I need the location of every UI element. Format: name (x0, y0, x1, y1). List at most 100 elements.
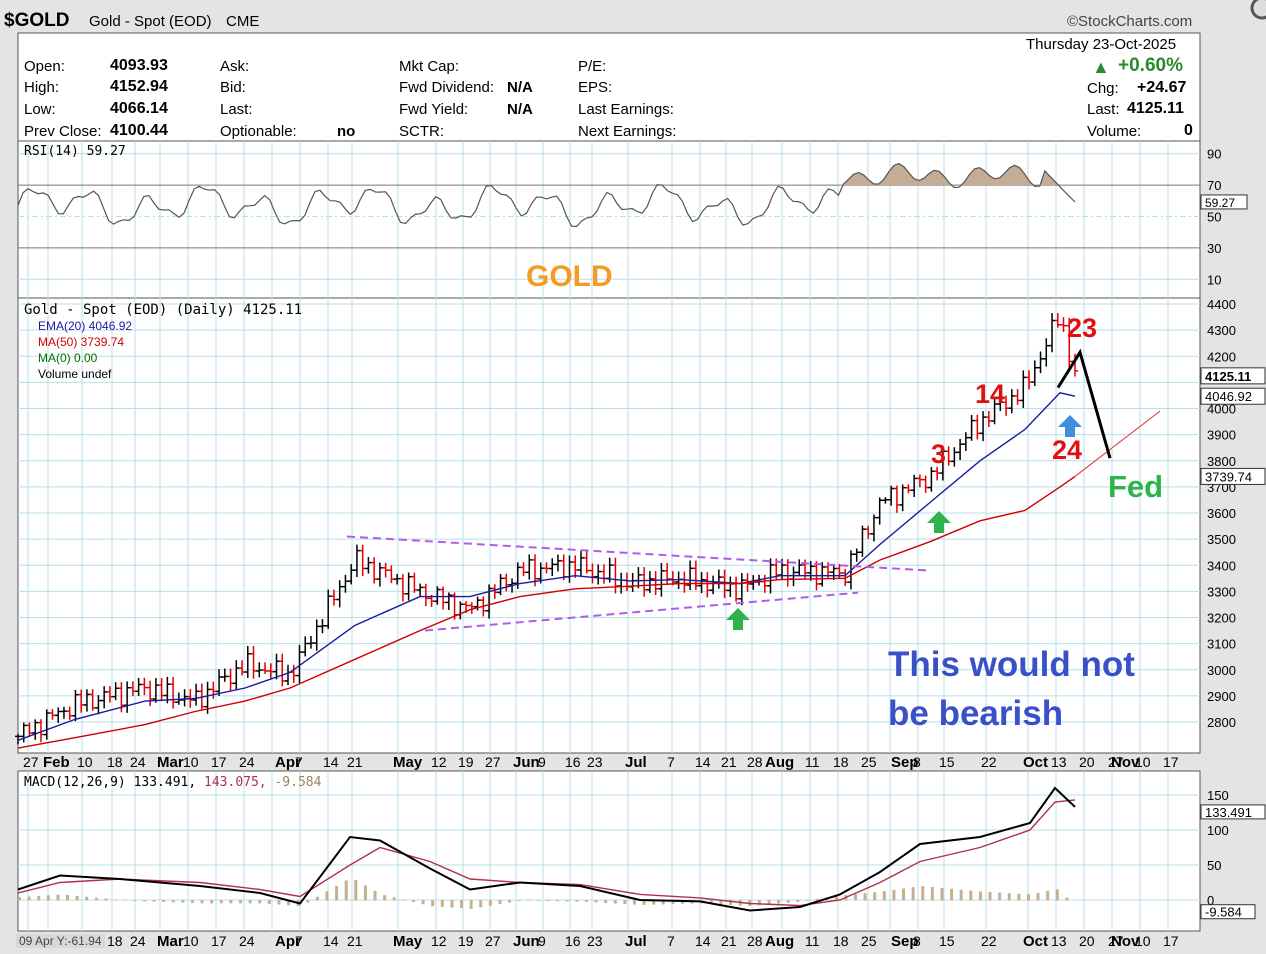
macd-histogram-bar (383, 895, 387, 901)
x-axis-label-bottom: Nov (1111, 933, 1140, 950)
macd-tick-label: 150 (1207, 788, 1229, 803)
bid-label: Bid: (220, 79, 246, 96)
x-axis-label-bottom: 27 (485, 933, 501, 949)
macd-histogram-bar (613, 900, 617, 904)
macd-histogram-bar (373, 890, 377, 901)
ask-label: Ask: (220, 58, 250, 75)
macd-histogram-bar (315, 896, 319, 901)
annotation-24: 24 (1052, 435, 1083, 465)
blue-up-arrow-icon (1058, 415, 1082, 437)
macd-histogram-bar (988, 892, 992, 901)
instrument-name: Gold - Spot (EOD) (89, 13, 212, 30)
x-axis-label-bottom: 21 (721, 933, 737, 949)
macd-histogram-bar (431, 900, 435, 907)
x-axis-label: 18 (107, 754, 123, 770)
x-axis-label: 13 (1051, 754, 1067, 770)
legend-volume: Volume undef (38, 367, 112, 381)
rsi-tick-label: 10 (1207, 272, 1221, 287)
macd-histogram-bar (248, 900, 252, 904)
x-axis-label: 20 (1079, 754, 1095, 770)
legend-ema: EMA(20) 4046.92 (38, 319, 133, 333)
x-axis-label: 16 (565, 754, 581, 770)
macd-histogram-bar (1046, 890, 1050, 901)
macd-label-hist: -9.584 (274, 775, 322, 790)
macd-histogram-bar (642, 900, 646, 905)
last-earnings-label: Last Earnings: (578, 101, 674, 118)
macd-histogram-bar (998, 892, 1002, 901)
macd-histogram-bar (200, 900, 204, 904)
macd-histogram-bar (46, 895, 50, 901)
price-tick-label: 3400 (1207, 558, 1236, 573)
x-axis-label: Apr (275, 754, 301, 771)
macd-histogram-bar (556, 900, 560, 902)
x-axis-label-bottom: 24 (239, 933, 255, 949)
macd-histogram-bar (440, 900, 444, 907)
symbol: $GOLD (4, 10, 70, 31)
scroll-readout: 09 Apr Y:-61.94 (16, 934, 105, 948)
macd-histogram-bar (671, 900, 675, 905)
x-axis-label-bottom: 16 (565, 933, 581, 949)
x-axis-label: Oct (1023, 754, 1048, 771)
price-tag-box (1200, 367, 1266, 385)
x-axis-label-bottom: 28 (747, 933, 763, 949)
macd-histogram-bar (632, 900, 636, 905)
ema-tag-box (1200, 387, 1266, 405)
macd-histogram-bar (1036, 892, 1040, 901)
macd-histogram-bar (142, 900, 146, 902)
macd-histogram-bar (152, 900, 156, 902)
low-value: 4066.14 (110, 100, 168, 117)
macd-histogram-bar (306, 900, 310, 903)
x-axis-label-bottom: 7 (295, 933, 303, 949)
x-axis-label: Nov (1111, 754, 1140, 771)
macd-histogram-bar (978, 891, 982, 901)
x-axis-label: 17 (1163, 754, 1179, 770)
price-tick-label: 3800 (1207, 454, 1236, 469)
rsi-panel (17, 140, 1201, 299)
macd-histogram-bar (969, 890, 973, 901)
prevclose-label: Prev Close: (24, 123, 102, 140)
macd-histogram-bar (940, 887, 944, 901)
macd-histogram-bar (94, 897, 98, 901)
macd-histogram-bar (546, 900, 550, 901)
macd-histogram-bar (66, 894, 70, 901)
macd-histogram-bar (181, 900, 185, 903)
high-value: 4152.94 (110, 78, 168, 95)
last-label-mid: Last: (220, 101, 253, 118)
x-axis-label: 24 (130, 754, 146, 770)
rsi-value-tag: 59.27 (1205, 196, 1235, 210)
macd-histogram-bar (584, 900, 588, 902)
macd-label: MACD(12,26,9) 133.491, 143.075, -9.584 (24, 775, 321, 790)
ma50-projection (1074, 410, 1161, 477)
mktcap-label: Mkt Cap: (399, 58, 460, 75)
x-axis-label-bottom: 15 (939, 933, 955, 949)
x-axis-label-bottom: Jun (513, 933, 540, 950)
macd-histogram-bar (661, 900, 665, 905)
ma50-line (17, 475, 1076, 749)
macd-histogram-bar (479, 900, 483, 908)
rsi-tick-label: 70 (1207, 178, 1221, 193)
macd-histogram-bar (815, 898, 819, 901)
macd-histogram-bar (565, 900, 569, 902)
x-axis-label: 25 (861, 754, 877, 770)
x-axis-label: 9 (538, 754, 546, 770)
x-axis-label-bottom: 14 (323, 933, 339, 949)
projection-path (1056, 348, 1112, 459)
macd-histogram-bar (786, 900, 790, 903)
open-label: Open: (24, 58, 65, 75)
x-axis-label-bottom: Apr (275, 933, 301, 950)
x-axis-label-bottom: 19 (458, 933, 474, 949)
macd-histogram-bar (27, 896, 31, 901)
green-up-arrow-icon (927, 511, 951, 533)
upper-trendline (346, 535, 929, 572)
x-axis-label-bottom: 8 (913, 933, 921, 949)
macd-histogram-bar (277, 900, 281, 905)
macd-histogram-bar (421, 900, 425, 905)
macd-histogram-bar (527, 900, 531, 901)
macd-histogram-bar (450, 900, 454, 908)
macd-histogram-bar (921, 886, 925, 901)
exchange: CME (226, 13, 260, 30)
price-tick-label: 3100 (1207, 637, 1236, 652)
macd-histogram-bar (623, 900, 627, 905)
